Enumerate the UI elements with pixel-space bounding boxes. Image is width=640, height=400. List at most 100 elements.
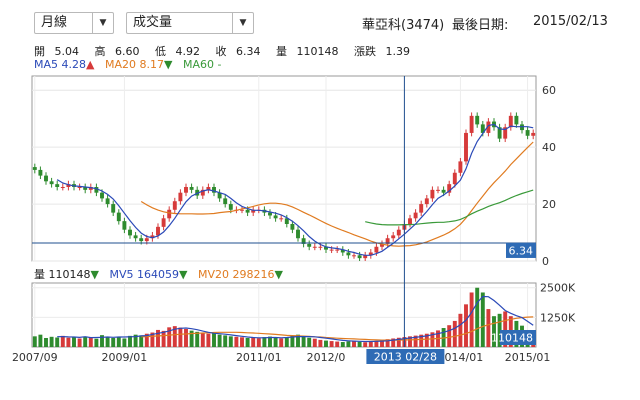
volume-bar [217,334,222,347]
volume-bar [228,336,233,347]
candle-body [139,238,144,242]
quote-low: 低 4.92 [155,45,200,58]
price-tick-label: 20 [542,198,556,211]
price-tick-label: 0 [542,255,549,268]
quote-summary: 開 5.04 高 6.60 低 4.92 收 6.34 量 110148 漲跌 … [34,43,422,59]
candle-body [228,204,233,210]
ma60-line [365,189,534,226]
quote-high: 高 6.60 [94,45,140,58]
indicator-select-value: 成交量 [133,15,173,30]
candle-body [368,252,373,256]
candle-body [212,187,216,193]
volume-bar [408,336,412,347]
volume-bar [469,292,474,347]
volume-bar [324,340,328,347]
candle-body [167,209,172,219]
volume-tag-label: 110148 [491,332,533,345]
volume-bar [430,332,435,347]
candle-body [352,255,356,257]
candle-body [77,187,82,188]
volume-bar [128,335,132,347]
candle-body [486,121,491,133]
volume-bar [419,334,424,347]
price-tag-label: 6.34 [509,244,534,257]
volume-bar [262,337,267,347]
quote-close: 收 6.34 [215,45,261,58]
volume-bar [279,338,284,347]
ma5-legend: MA5 4.28▲ [34,58,95,71]
date-tag-box [366,349,445,364]
volume-bar [368,341,373,347]
candle-body [480,124,485,133]
candle-body [419,204,424,213]
volume-bar [492,316,496,347]
volume-bar [105,337,110,347]
last-date-label: 最後日期: [452,18,509,33]
candle-body [251,209,256,213]
volume-bar [60,335,65,347]
volume-bar [335,341,340,347]
volume-bar [234,336,239,347]
ma20-legend: MA20 8.17▼ [104,58,173,71]
candle-body [189,187,194,190]
candle-body [178,192,183,202]
candle-body [100,192,104,199]
volume-tag-box [500,330,536,345]
volume-plot-frame [31,282,537,348]
candle-body [290,224,295,230]
candle-body [284,218,289,224]
volume-bar [380,340,384,347]
candle-body [503,127,508,139]
period-select[interactable]: 月線 ▼ [34,12,114,34]
volume-bar [251,337,256,347]
candle-body [380,243,384,247]
candle-body [105,198,110,205]
volume-bar [480,292,485,347]
volume-bar [340,342,345,347]
candle-body [279,218,284,220]
volume-bar [240,337,244,347]
volume-bar [497,313,502,347]
candle-body [200,189,205,196]
volume-bar [396,337,401,347]
candle-body [217,192,222,199]
volume-bar [116,336,121,347]
price-tick-label: 60 [542,84,556,97]
candle-body [475,115,480,125]
volume-bar [66,337,71,347]
volume-bar [195,331,200,347]
chevron-down-icon[interactable]: ▼ [232,13,253,33]
volume-bar [100,335,104,347]
indicator-select[interactable]: 成交量 ▼ [126,12,254,34]
candle-body [60,187,65,188]
mv20-line [141,316,534,341]
volume-bar [318,339,323,347]
volume-bar [346,341,351,347]
volume-bar [83,336,88,347]
volume-bar [312,338,317,347]
volume-bar [111,337,116,347]
volume-bar [133,334,138,347]
mv20-legend-item: MV20 298216▼ [197,268,283,281]
volume-bar [447,325,452,347]
down-arrow-icon: ▼ [164,58,173,71]
volume-bar [464,304,468,347]
volume-bar [161,330,166,347]
date-tag-label: 2013 02/28 [374,351,437,364]
candle-body [150,235,155,239]
volume-bar [44,337,48,347]
volume-bar [139,335,144,347]
candle-body [357,255,362,259]
volume-bar [245,337,250,347]
chevron-down-icon[interactable]: ▼ [92,13,113,33]
volume-bar [150,332,155,347]
quote-volume: 量 110148 [276,45,339,58]
candle-body [307,243,312,247]
quote-change: 漲跌 1.39 [354,45,410,58]
candle-body [408,218,412,224]
volume-bar [38,334,43,347]
candle-body [245,209,250,213]
candle-body [525,130,530,136]
mv5-line [57,295,534,343]
